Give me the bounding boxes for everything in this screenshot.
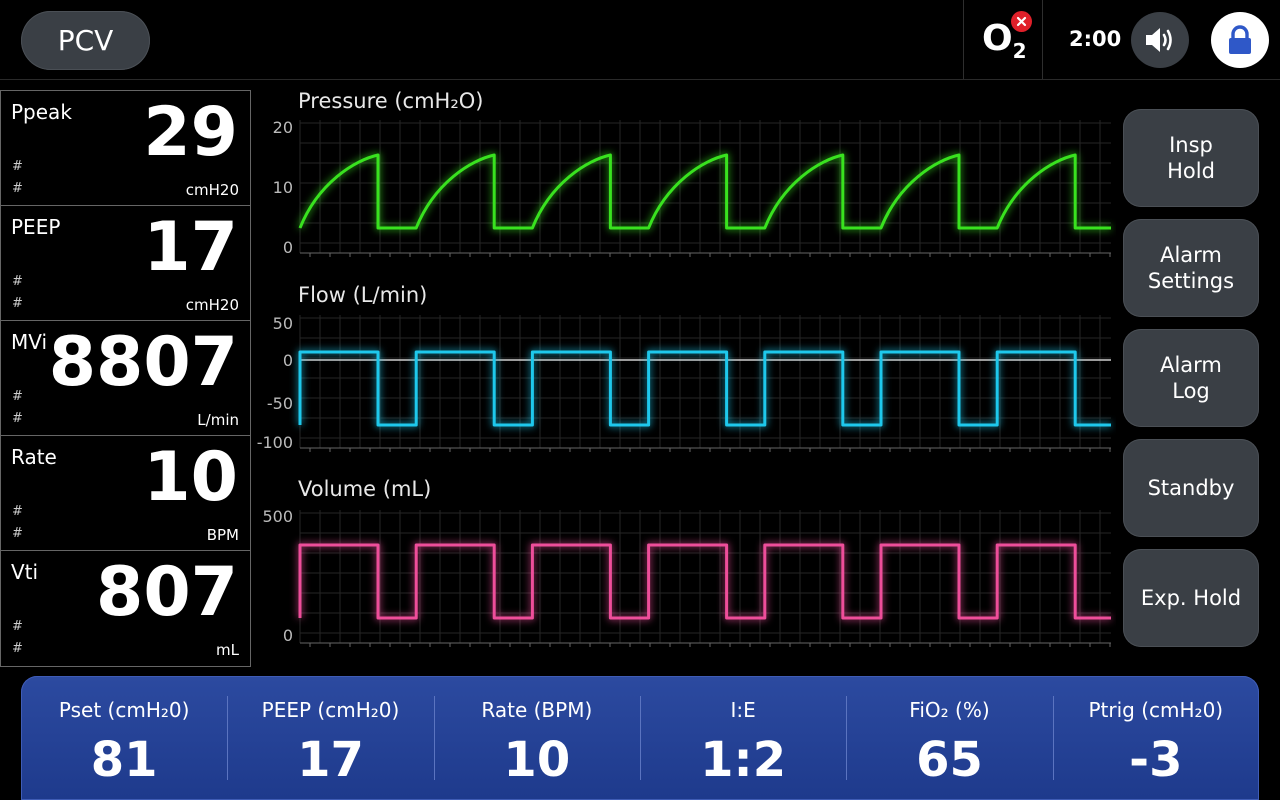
value-unit: cmH20	[185, 296, 239, 314]
value-hash: #	[12, 181, 23, 196]
setting-ie[interactable]: I:E 1:2	[639, 676, 846, 800]
flow-waveform: 50 0 -50 -100	[257, 314, 1111, 452]
volume-tick: 0	[283, 626, 293, 645]
value-label: Rate	[11, 445, 57, 469]
pressure-trace	[298, 153, 1111, 230]
value-label: PEEP	[11, 215, 61, 239]
insp-hold-button[interactable]: Insp Hold	[1123, 109, 1259, 207]
value-hash: #	[12, 641, 23, 656]
value-hash: #	[12, 389, 23, 404]
value-unit: BPM	[206, 526, 239, 544]
value-number: 29	[143, 93, 238, 172]
flow-tick: 50	[273, 314, 293, 333]
speaker-icon	[1146, 28, 1172, 52]
volume-trace	[298, 543, 1111, 620]
measured-values-panel: Ppeak 29 # # cmH20 PEEP 17 # # cmH20 MVi…	[0, 90, 251, 667]
sound-button[interactable]	[1131, 12, 1189, 68]
setting-value: 65	[916, 732, 983, 788]
setting-peep[interactable]: PEEP (cmH₂0) 17	[227, 676, 433, 800]
value-hash: #	[12, 159, 23, 174]
value-cell-mvi[interactable]: MVi 8807 # # L/min	[1, 321, 250, 436]
settings-bar: Pset (cmH₂0) 81 PEEP (cmH₂0) 17 Rate (BP…	[21, 676, 1259, 800]
flow-tick: -50	[267, 394, 293, 413]
value-hash: #	[12, 619, 23, 634]
flow-trace	[298, 350, 1111, 427]
value-cell-rate[interactable]: Rate 10 # # BPM	[1, 436, 250, 551]
divider	[1042, 0, 1043, 79]
value-number: 10	[143, 438, 238, 517]
setting-value: 17	[297, 732, 364, 788]
setting-fio2[interactable]: FiO₂ (%) 65	[846, 676, 1052, 800]
divider	[963, 0, 964, 79]
mode-button[interactable]: PCV	[21, 11, 150, 70]
value-number: 17	[143, 208, 238, 287]
value-cell-ppeak[interactable]: Ppeak 29 # # cmH20	[1, 91, 250, 206]
o2-subscript: 2	[1012, 39, 1027, 64]
volume-waveform: 500 0	[262, 507, 1111, 647]
value-hash: #	[12, 504, 23, 519]
flow-tick: 0	[283, 351, 293, 370]
value-label: Vti	[11, 560, 39, 584]
x-circle-icon	[1011, 11, 1032, 32]
setting-value: 10	[503, 732, 571, 788]
volume-title: Volume (mL)	[298, 477, 432, 501]
lock-icon	[1229, 25, 1251, 54]
value-label: MVi	[11, 330, 48, 354]
flow-title: Flow (L/min)	[298, 283, 428, 307]
setting-label: FiO₂ (%)	[909, 698, 990, 722]
setting-ptrig[interactable]: Ptrig (cmH₂0) -3	[1052, 676, 1259, 800]
setting-value: 81	[90, 732, 158, 788]
setting-pset[interactable]: Pset (cmH₂0) 81	[21, 676, 227, 800]
value-unit: cmH20	[185, 181, 239, 199]
standby-button[interactable]: Standby	[1123, 439, 1259, 537]
setting-label: Pset (cmH₂0)	[58, 698, 190, 722]
setting-value: 1:2	[700, 732, 787, 788]
value-hash: #	[12, 296, 23, 311]
alarm-log-button[interactable]: Alarm Log	[1123, 329, 1259, 427]
setting-label: PEEP (cmH₂0)	[261, 698, 400, 722]
setting-value: -3	[1129, 732, 1183, 788]
setting-label: I:E	[730, 698, 756, 722]
o2-indicator[interactable]: O2	[982, 18, 1027, 63]
value-number: 807	[96, 553, 238, 632]
value-unit: mL	[216, 641, 239, 659]
flow-tick: -100	[257, 433, 293, 452]
pressure-waveform: 20 10 0	[273, 118, 1111, 257]
value-cell-peep[interactable]: PEEP 17 # # cmH20	[1, 206, 250, 321]
pressure-tick: 20	[273, 118, 293, 137]
value-hash: #	[12, 274, 23, 289]
value-unit: L/min	[197, 411, 239, 429]
setting-label: Ptrig (cmH₂0)	[1088, 698, 1224, 722]
value-hash: #	[12, 526, 23, 541]
setting-rate[interactable]: Rate (BPM) 10	[433, 676, 640, 800]
o2-label: O	[982, 18, 1013, 59]
timer: 2:00	[1069, 27, 1122, 51]
pressure-title: Pressure (cmH₂O)	[298, 89, 484, 113]
volume-tick: 500	[262, 507, 293, 526]
value-number: 8807	[48, 323, 238, 402]
value-label: Ppeak	[11, 100, 72, 124]
exp-hold-button[interactable]: Exp. Hold	[1123, 549, 1259, 647]
pressure-tick: 0	[283, 238, 293, 257]
alarm-settings-button[interactable]: Alarm Settings	[1123, 219, 1259, 317]
value-cell-vti[interactable]: Vti 807 # # mL	[1, 551, 250, 666]
setting-label: Rate (BPM)	[481, 698, 593, 722]
value-hash: #	[12, 411, 23, 426]
lock-button[interactable]	[1211, 12, 1269, 68]
top-bar: PCV O2 2:00	[0, 0, 1280, 80]
pressure-tick: 10	[273, 178, 293, 197]
